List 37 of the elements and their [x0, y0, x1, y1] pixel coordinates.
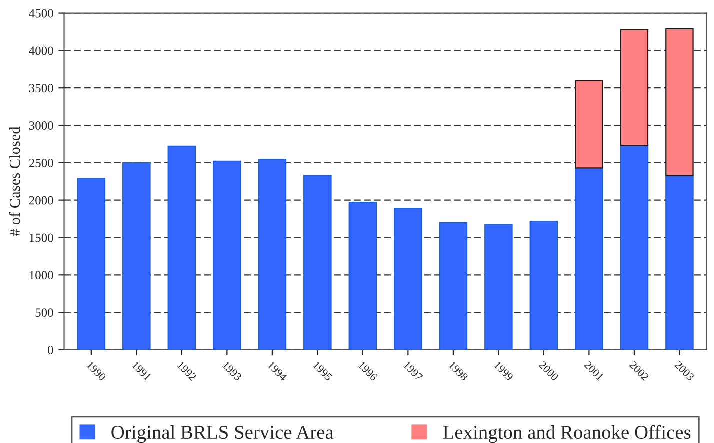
bar [439, 222, 468, 350]
bar [122, 162, 151, 350]
bar [620, 29, 649, 146]
x-tick-label: 1990 [86, 361, 107, 382]
bar [530, 221, 558, 350]
x-tick-label: 1999 [494, 361, 514, 382]
y-tick-label: 2000 [29, 196, 54, 205]
legend-label: Original BRLS Service Area [112, 425, 334, 443]
bar [575, 80, 604, 169]
x-tick-label: 1995 [312, 361, 333, 382]
y-tick-label: 0 [48, 346, 54, 354]
y-tick-label: 3000 [29, 122, 54, 130]
bar [348, 202, 378, 350]
bar [620, 145, 649, 350]
x-tick-label: 1996 [358, 361, 378, 382]
bar [484, 224, 513, 350]
bar [168, 146, 196, 350]
x-tick-label: 1998 [448, 361, 469, 382]
bar [666, 175, 694, 350]
bar [77, 178, 106, 350]
x-tick-label: 1997 [403, 361, 424, 382]
bar [666, 28, 694, 176]
x-tick-label: 1993 [222, 361, 242, 382]
y-tick-label: 500 [36, 308, 54, 318]
bar [304, 175, 332, 350]
y-tick-label: 2500 [29, 158, 54, 168]
bar [575, 168, 604, 350]
bar [258, 159, 287, 350]
bar [213, 160, 242, 350]
y-axis-title: # of Cases Closed [9, 126, 20, 236]
y-tick-label: 4500 [29, 9, 54, 18]
bar [394, 208, 422, 350]
legend-label: Lexington and Roanoke Offices [443, 425, 691, 443]
y-tick-label: 3500 [29, 84, 54, 93]
y-tick-label: 1500 [30, 234, 54, 242]
y-tick-label: 1000 [30, 271, 54, 280]
y-tick-label: 4000 [29, 46, 54, 56]
